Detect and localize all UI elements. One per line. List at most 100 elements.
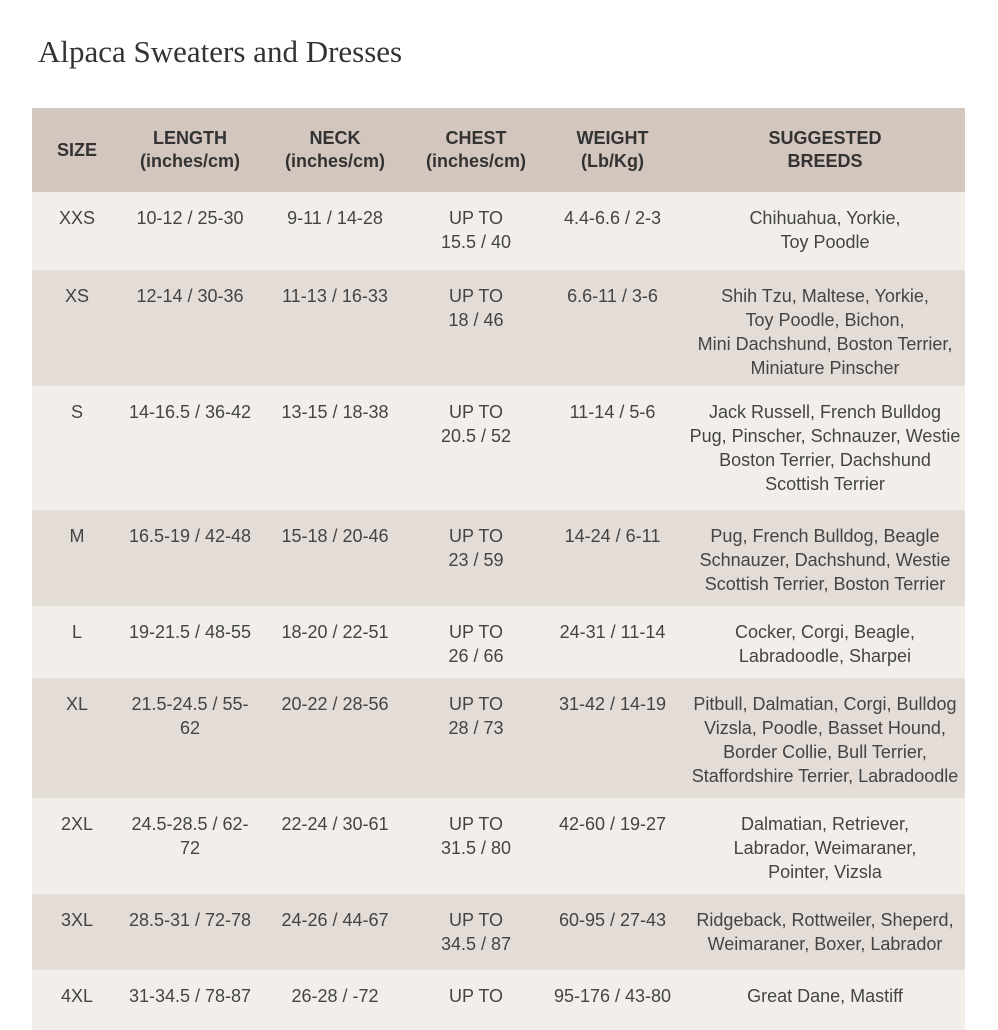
cell-line: Scottish Terrier xyxy=(765,474,885,494)
cell-line: 23 / 59 xyxy=(448,550,504,570)
cell-breeds: Pitbull, Dalmatian, Corgi, Bulldog Vizsla… xyxy=(685,678,965,798)
table-row: 2XL 24.5-28.5 / 62-72 22-24 / 30-61 UP TO 31… xyxy=(32,798,965,894)
header-line: LENGTH xyxy=(153,128,227,148)
header-line: (inches/cm) xyxy=(284,151,386,171)
cell-line: UP TO xyxy=(448,910,504,930)
cell-size: 3XL xyxy=(32,894,122,970)
header-weight: WEIGHT (Lb/Kg) xyxy=(540,108,685,192)
cell-line: 34.5 / 87 xyxy=(440,934,512,954)
table-row: XL 21.5-24.5 / 55-62 20-22 / 28-56 UP TO 28 … xyxy=(32,678,965,798)
cell-chest: UP TO 23 / 59 xyxy=(412,510,540,606)
cell-line: Boston Terrier, Dachshund xyxy=(719,450,931,470)
cell-chest: UP TO 20.5 / 52 xyxy=(412,386,540,510)
cell-weight: 6.6-11 / 3-6 xyxy=(540,270,685,386)
cell-line: Jack Russell, French Bulldog xyxy=(708,402,942,422)
cell-line: Toy Poodle, Bichon, xyxy=(745,310,905,330)
cell-length: 14-16.5 / 36-42 xyxy=(122,386,258,510)
cell-breeds: Ridgeback, Rottweiler, Sheperd, Weimarane… xyxy=(685,894,965,970)
cell-line: Ridgeback, Rottweiler, Sheperd, xyxy=(696,910,954,930)
cell-length: 19-21.5 / 48-55 xyxy=(122,606,258,678)
table-row: S 14-16.5 / 36-42 13-15 / 18-38 UP TO 20.5 /… xyxy=(32,386,965,510)
header-breeds: SUGGESTED BREEDS xyxy=(685,108,965,192)
cell-breeds: Pug, French Bulldog, Beagle Schnauzer, Da… xyxy=(685,510,965,606)
cell-neck: 24-26 / 44-67 xyxy=(258,894,412,970)
cell-breeds: Shih Tzu, Maltese, Yorkie, Toy Poodle, Bi… xyxy=(685,270,965,386)
cell-line: Weimaraner, Boxer, Labrador xyxy=(707,934,943,954)
cell-weight: 11-14 / 5-6 xyxy=(540,386,685,510)
cell-line: Staffordshire Terrier, Labradoodle xyxy=(691,766,959,786)
cell-line: Scottish Terrier, Boston Terrier xyxy=(704,574,946,594)
cell-weight: 31-42 / 14-19 xyxy=(540,678,685,798)
cell-line: Pointer, Vizsla xyxy=(768,862,882,882)
cell-neck: 11-13 / 16-33 xyxy=(258,270,412,386)
cell-line: 28 / 73 xyxy=(448,718,504,738)
cell-breeds: Great Dane, Mastiff xyxy=(685,970,965,1030)
cell-line: Pug, Pinscher, Schnauzer, Westie xyxy=(689,426,961,446)
cell-line: 20.5 / 52 xyxy=(440,426,512,446)
cell-weight: 95-176 / 43-80 xyxy=(540,970,685,1030)
cell-line: Chihuahua, Yorkie, xyxy=(749,208,901,228)
header-line: SUGGESTED xyxy=(768,128,882,148)
cell-size: M xyxy=(32,510,122,606)
cell-line: Pitbull, Dalmatian, Corgi, Bulldog xyxy=(693,694,957,714)
cell-line: Cocker, Corgi, Beagle, xyxy=(734,622,916,642)
cell-length: 24.5-28.5 / 62-72 xyxy=(122,798,258,894)
cell-size: 4XL xyxy=(32,970,122,1030)
cell-neck: 13-15 / 18-38 xyxy=(258,386,412,510)
cell-neck: 26-28 / -72 xyxy=(258,970,412,1030)
cell-line: UP TO xyxy=(448,286,504,306)
cell-breeds: Cocker, Corgi, Beagle, Labradoodle, Sharp… xyxy=(685,606,965,678)
cell-line: Miniature Pinscher xyxy=(750,358,900,378)
page-title: Alpaca Sweaters and Dresses xyxy=(38,34,403,69)
cell-size: L xyxy=(32,606,122,678)
cell-line: UP TO xyxy=(448,208,504,228)
cell-line: UP TO xyxy=(448,622,504,642)
cell-line: 31.5 / 80 xyxy=(440,838,512,858)
cell-neck: 20-22 / 28-56 xyxy=(258,678,412,798)
cell-chest: UP TO 34.5 / 87 xyxy=(412,894,540,970)
cell-line: Vizsla, Poodle, Basset Hound, xyxy=(704,718,946,738)
header-line: (inches/cm) xyxy=(425,151,527,171)
cell-length: 16.5-19 / 42-48 xyxy=(122,510,258,606)
cell-line: Mini Dachshund, Boston Terrier, xyxy=(697,334,953,354)
cell-line: Pug, French Bulldog, Beagle xyxy=(710,526,940,546)
cell-length: 12-14 / 30-36 xyxy=(122,270,258,386)
cell-chest: UP TO 18 / 46 xyxy=(412,270,540,386)
cell-line: UP TO xyxy=(448,694,504,714)
cell-weight: 24-31 / 11-14 xyxy=(540,606,685,678)
cell-weight: 14-24 / 6-11 xyxy=(540,510,685,606)
header-size: SIZE xyxy=(32,108,122,192)
cell-line: Dalmatian, Retriever, xyxy=(740,814,910,834)
cell-line: UP TO xyxy=(448,402,504,422)
header-chest: CHEST (inches/cm) xyxy=(412,108,540,192)
cell-size: XS xyxy=(32,270,122,386)
header-row: SIZE LENGTH (inches/cm) NECK (inches/cm) CHES… xyxy=(32,108,965,192)
cell-line: Border Collie, Bull Terrier, xyxy=(723,742,927,762)
cell-length: 28.5-31 / 72-78 xyxy=(122,894,258,970)
header-neck: NECK (inches/cm) xyxy=(258,108,412,192)
cell-chest: UP TO 15.5 / 40 xyxy=(412,192,540,270)
cell-line: 15.5 / 40 xyxy=(440,232,512,252)
header-line: WEIGHT xyxy=(576,128,649,148)
cell-line: UP TO xyxy=(448,526,504,546)
cell-size: XL xyxy=(32,678,122,798)
table-row: 3XL 28.5-31 / 72-78 24-26 / 44-67 UP TO 34.5… xyxy=(32,894,965,970)
table-row: XS 12-14 / 30-36 11-13 / 16-33 UP TO 18 / 46… xyxy=(32,270,965,386)
cell-neck: 18-20 / 22-51 xyxy=(258,606,412,678)
cell-neck: 15-18 / 20-46 xyxy=(258,510,412,606)
cell-chest: UP TO 31.5 / 80 xyxy=(412,798,540,894)
cell-length: 10-12 / 25-30 xyxy=(122,192,258,270)
header-line: BREEDS xyxy=(787,151,863,171)
cell-breeds: Jack Russell, French Bulldog Pug, Pinsche… xyxy=(685,386,965,510)
cell-line: Labrador, Weimaraner, xyxy=(733,838,917,858)
cell-line: Shih Tzu, Maltese, Yorkie, xyxy=(721,286,929,306)
cell-size: XXS xyxy=(32,192,122,270)
header-length: LENGTH (inches/cm) xyxy=(122,108,258,192)
header-line: (Lb/Kg) xyxy=(581,151,644,171)
table-row: M 16.5-19 / 42-48 15-18 / 20-46 UP TO 23 / 5… xyxy=(32,510,965,606)
cell-length: 31-34.5 / 78-87 xyxy=(122,970,258,1030)
cell-chest: UP TO xyxy=(412,970,540,1030)
cell-chest: UP TO 26 / 66 xyxy=(412,606,540,678)
cell-line: 18 / 46 xyxy=(448,310,504,330)
cell-weight: 42-60 / 19-27 xyxy=(540,798,685,894)
